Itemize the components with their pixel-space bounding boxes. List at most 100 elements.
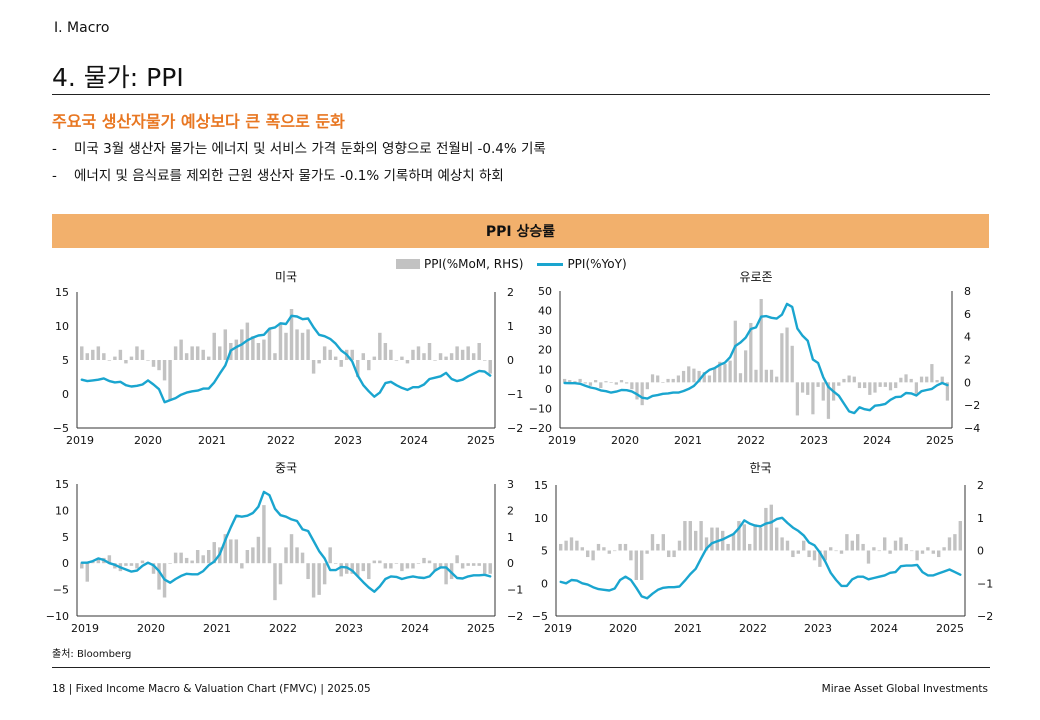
x-tick-label: 2020: [611, 434, 639, 447]
mom-bar: [888, 550, 892, 554]
x-tick-label: 2023: [804, 622, 832, 635]
mom-bar: [378, 560, 382, 564]
y-right-tick-label: −4: [964, 422, 980, 435]
y-left-tick-label: 15: [55, 286, 69, 299]
legend-line-label: PPI(%YoY): [567, 257, 627, 271]
mom-bar: [444, 356, 448, 360]
mom-bar: [630, 382, 634, 390]
mom-bar: [737, 521, 741, 551]
mom-bar: [754, 369, 758, 383]
mom-bar: [656, 375, 660, 383]
y-left-tick-label: 0: [541, 577, 548, 590]
mom-bar: [795, 382, 800, 416]
mom-bar: [842, 378, 846, 383]
x-tick-label: 2019: [548, 434, 576, 447]
bullet-dash: -: [52, 141, 57, 157]
mom-bar: [953, 534, 957, 551]
mom-bar: [818, 550, 822, 567]
mom-bar: [712, 368, 717, 383]
mom-bar: [107, 360, 112, 361]
y-right-tick-label: −1: [507, 388, 523, 401]
mom-bar: [466, 563, 470, 566]
x-tick-label: 2022: [739, 622, 767, 635]
y-right-tick-label: 1: [507, 531, 514, 544]
mom-bar: [383, 343, 388, 360]
mom-bar: [715, 527, 719, 551]
mom-bar: [591, 550, 595, 561]
legend-bar-label: PPI(%MoM, RHS): [424, 257, 524, 271]
mom-bar: [920, 550, 925, 554]
mom-bar: [107, 555, 112, 564]
mom-bar: [635, 382, 639, 400]
mom-bar: [697, 370, 701, 383]
mom-bar: [135, 563, 139, 569]
y-left-tick-label: 0: [62, 388, 69, 401]
bullet-1-text: 미국 3월 생산자 물가는 에너지 및 서비스 가격 둔화의 영향으로 전월비 …: [74, 141, 546, 157]
mom-bar: [201, 555, 205, 564]
mom-bar: [699, 521, 703, 551]
mom-bar: [775, 376, 779, 383]
mom-bar: [168, 360, 172, 401]
x-tick-label: 2019: [544, 622, 572, 635]
mom-bar: [873, 382, 877, 393]
y-left-tick-label: 0: [545, 383, 552, 396]
y-left-tick-label: 10: [55, 320, 69, 333]
x-tick-label: 2023: [335, 622, 363, 635]
y-left-tick-label: 30: [538, 324, 552, 337]
y-right-tick-label: 0: [507, 557, 514, 570]
mom-bar: [124, 360, 128, 364]
mom-bar: [645, 550, 649, 554]
mom-bar: [184, 353, 189, 360]
mom-bar: [201, 349, 205, 360]
mom-bar: [151, 360, 156, 367]
mom-bar: [868, 382, 872, 395]
mom-bar: [829, 547, 833, 551]
mom-bar: [245, 550, 250, 564]
mom-bar: [389, 563, 393, 569]
mom-bar: [438, 353, 443, 360]
x-tick-label: 2023: [334, 434, 362, 447]
chart-banner: PPI 상승률: [52, 214, 989, 248]
mom-bar: [311, 563, 316, 598]
mom-bar: [151, 563, 156, 574]
y-left-tick-label: 50: [538, 285, 552, 298]
x-tick-label: 2021: [674, 622, 702, 635]
mom-bar: [723, 364, 727, 383]
mom-bar: [742, 524, 746, 551]
mom-bar: [661, 534, 665, 551]
mom-bar: [433, 360, 437, 361]
mom-bar: [839, 550, 844, 554]
mom-bar: [800, 382, 805, 393]
mom-bar: [168, 563, 172, 564]
mom-bar: [322, 563, 327, 585]
x-tick-label: 2022: [269, 622, 297, 635]
mom-bar: [206, 356, 211, 360]
mom-bar: [333, 356, 338, 360]
mom-bar: [904, 374, 908, 383]
y-left-tick-label: 10: [55, 504, 69, 517]
mom-bar: [806, 382, 810, 395]
mom-bar: [863, 382, 867, 389]
mom-bar: [947, 537, 952, 551]
mom-bar: [915, 550, 919, 561]
y-left-tick-label: 10: [534, 512, 548, 525]
mom-bar: [604, 381, 608, 383]
y-right-tick-label: 2: [507, 504, 514, 517]
mom-bar: [256, 343, 261, 360]
headline: 주요국 생산자물가 예상보다 큰 폭으로 둔화: [52, 112, 345, 131]
chart-banner-title: PPI 상승률: [485, 224, 556, 240]
mom-bar: [791, 550, 795, 558]
mom-bar: [405, 563, 410, 569]
mom-bar: [945, 382, 950, 401]
x-tick-label: 2019: [71, 622, 99, 635]
mom-bar: [847, 375, 851, 383]
mom-bar: [400, 563, 404, 572]
y-left-tick-label: 0: [62, 557, 69, 570]
mom-bar: [692, 368, 696, 383]
mom-bar: [588, 382, 593, 386]
mom-bar: [702, 372, 706, 383]
mom-bar: [416, 563, 421, 564]
x-tick-label: 2020: [134, 434, 162, 447]
mom-bar: [146, 360, 150, 361]
mom-bar: [562, 378, 567, 383]
